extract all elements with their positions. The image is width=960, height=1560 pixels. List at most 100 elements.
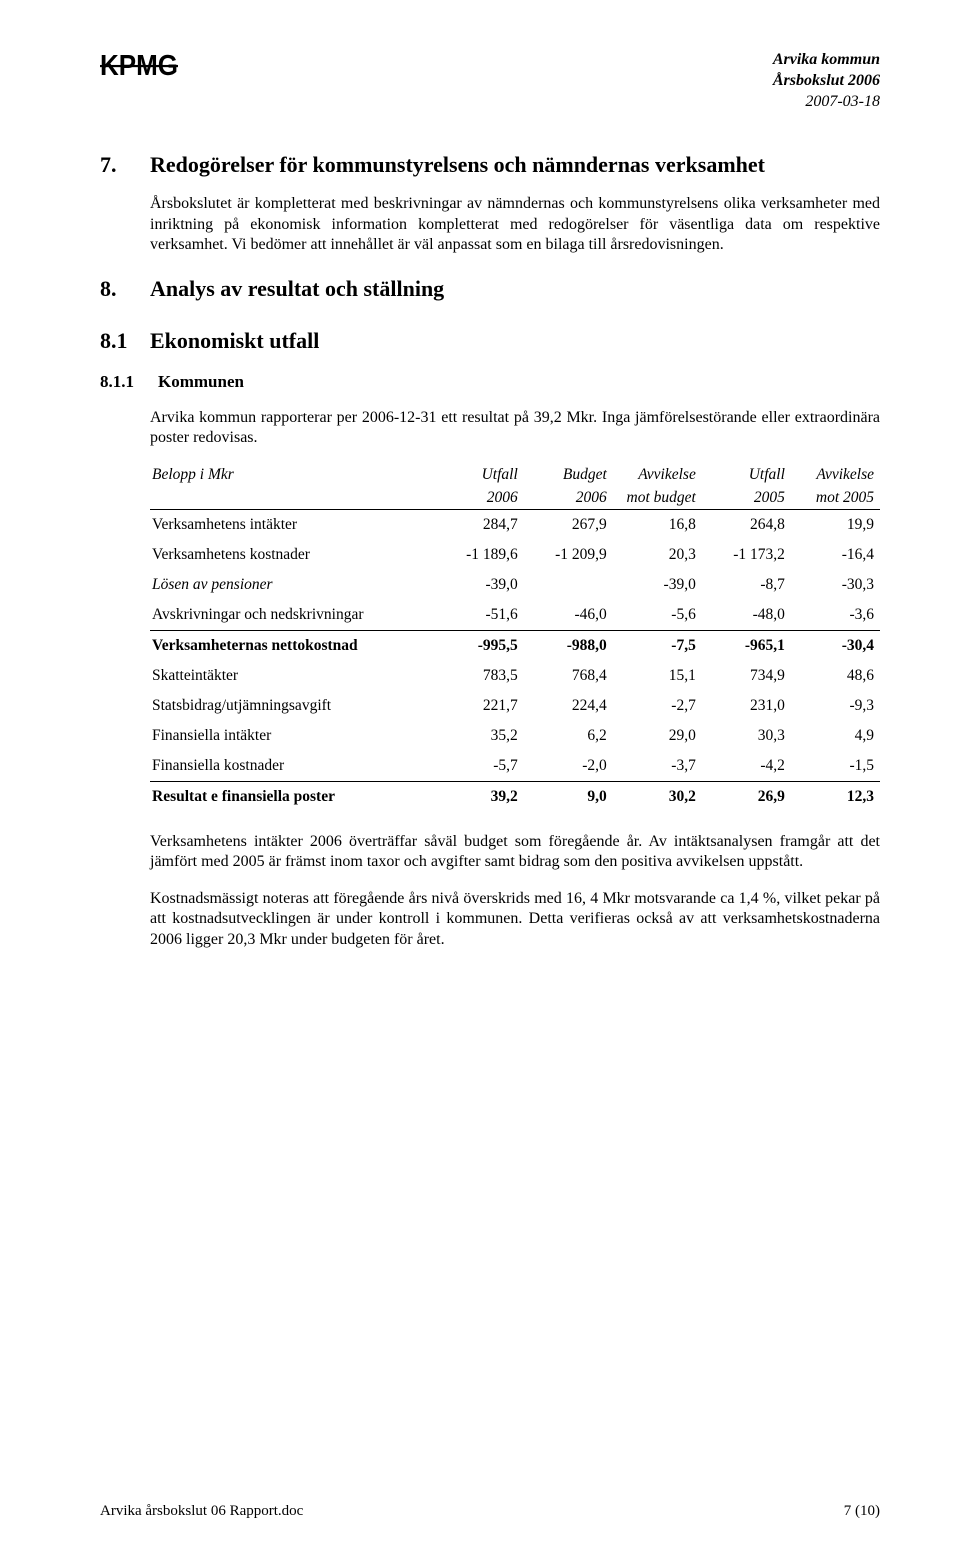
footer-right: 7 (10) [844,1503,880,1520]
heading-text: Redogörelser för kommunstyrelsens och nä… [150,152,880,178]
row-cell: -1 209,9 [524,540,613,570]
section-7: 7. Redogörelser för kommunstyrelsens och… [100,152,880,255]
heading-7: 7. Redogörelser för kommunstyrelsens och… [100,152,880,178]
th: 2005 [702,486,791,510]
row-label: Verksamhetens intäkter [150,509,435,540]
table-row: Finansiella intäkter35,26,229,030,34,9 [150,721,880,751]
row-cell: 9,0 [524,781,613,812]
th: mot budget [613,486,702,510]
heading-num: 8.1.1 [100,372,158,392]
row-cell: 768,4 [524,661,613,691]
after-p2: Kostnadsmässigt noteras att föregående å… [150,889,880,950]
row-cell: -51,6 [435,600,524,631]
th-caption: Belopp i Mkr [150,463,435,486]
table-row: Finansiella kostnader-5,7-2,0-3,7-4,2-1,… [150,751,880,782]
row-label: Skatteintäkter [150,661,435,691]
table-body: Verksamhetens intäkter284,7267,916,8264,… [150,509,880,812]
row-cell: -988,0 [524,630,613,661]
table-row: Resultat e finansiella poster39,29,030,2… [150,781,880,812]
row-label: Finansiella kostnader [150,751,435,782]
row-label: Statsbidrag/utjämningsavgift [150,691,435,721]
row-cell: 20,3 [613,540,702,570]
table-row: Verksamhetens kostnader-1 189,6-1 209,92… [150,540,880,570]
row-cell: -16,4 [791,540,880,570]
heading-8-1: 8.1 Ekonomiskt utfall [100,328,880,354]
after-p1: Verksamhetens intäkter 2006 överträffar … [150,832,880,873]
row-cell: -1 189,6 [435,540,524,570]
row-cell: -2,7 [613,691,702,721]
row-label: Finansiella intäkter [150,721,435,751]
heading-num: 8.1 [100,328,150,354]
th: 2006 [524,486,613,510]
footer-left: Arvika årsbokslut 06 Rapport.doc [100,1503,303,1520]
table-row: Statsbidrag/utjämningsavgift221,7224,4-2… [150,691,880,721]
row-cell: 231,0 [702,691,791,721]
th [150,486,435,510]
row-cell: 16,8 [613,509,702,540]
heading-text: Ekonomiskt utfall [150,328,319,354]
sec811-paragraph: Arvika kommun rapporterar per 2006-12-31… [150,408,880,449]
row-cell: 284,7 [435,509,524,540]
row-cell: 734,9 [702,661,791,691]
row-cell: 30,2 [613,781,702,812]
heading-8-1-1: 8.1.1 Kommunen [100,372,880,392]
row-cell: -3,6 [791,600,880,631]
row-cell: 30,3 [702,721,791,751]
meta-report: Årsbokslut 2006 [773,71,880,92]
page-footer: Arvika årsbokslut 06 Rapport.doc 7 (10) [100,1503,880,1520]
page: KPMG Arvika kommun Årsbokslut 2006 2007-… [0,0,960,1560]
row-cell: -8,7 [702,570,791,600]
row-cell: -995,5 [435,630,524,661]
row-label: Verksamheternas nettokostnad [150,630,435,661]
table-head: Belopp i Mkr Utfall Budget Avvikelse Utf… [150,463,880,510]
th: Utfall [702,463,791,486]
row-cell: -39,0 [613,570,702,600]
row-label: Verksamhetens kostnader [150,540,435,570]
table-head-row1: Belopp i Mkr Utfall Budget Avvikelse Utf… [150,463,880,486]
row-cell: -4,2 [702,751,791,782]
logo: KPMG [100,50,178,81]
th: mot 2005 [791,486,880,510]
row-cell: 221,7 [435,691,524,721]
kpmg-logo-text: KPMG [100,48,178,82]
table: Belopp i Mkr Utfall Budget Avvikelse Utf… [150,463,880,812]
row-cell: 6,2 [524,721,613,751]
th: Avvikelse [613,463,702,486]
table-head-row2: 2006 2006 mot budget 2005 mot 2005 [150,486,880,510]
row-cell: 26,9 [702,781,791,812]
row-cell: 224,4 [524,691,613,721]
row-cell: -1 173,2 [702,540,791,570]
row-cell: 35,2 [435,721,524,751]
row-cell: -48,0 [702,600,791,631]
heading-num: 7. [100,152,150,178]
row-cell: -5,6 [613,600,702,631]
th: 2006 [435,486,524,510]
heading-text: Analys av resultat och ställning [150,276,880,302]
row-cell: 267,9 [524,509,613,540]
row-cell: 48,6 [791,661,880,691]
row-cell: -9,3 [791,691,880,721]
page-header: KPMG Arvika kommun Årsbokslut 2006 2007-… [100,50,880,112]
th: Budget [524,463,613,486]
row-label: Resultat e finansiella poster [150,781,435,812]
row-label: Avskrivningar och nedskrivningar [150,600,435,631]
sec7-paragraph: Årsbokslutet är kompletterat med beskriv… [150,194,880,255]
meta-org: Arvika kommun [773,50,880,71]
row-cell: 29,0 [613,721,702,751]
row-cell: -7,5 [613,630,702,661]
row-cell [524,570,613,600]
row-cell: 12,3 [791,781,880,812]
row-cell: -3,7 [613,751,702,782]
table-row: Skatteintäkter783,5768,415,1734,948,6 [150,661,880,691]
table-row: Verksamhetens intäkter284,7267,916,8264,… [150,509,880,540]
table-row: Avskrivningar och nedskrivningar-51,6-46… [150,600,880,631]
th: Avvikelse [791,463,880,486]
section-8: 8. Analys av resultat och ställning 8.1 … [100,276,880,950]
row-cell: -46,0 [524,600,613,631]
row-cell: -39,0 [435,570,524,600]
table-row: Verksamheternas nettokostnad-995,5-988,0… [150,630,880,661]
row-cell: 15,1 [613,661,702,691]
row-cell: 39,2 [435,781,524,812]
row-cell: 4,9 [791,721,880,751]
heading-num: 8. [100,276,150,302]
